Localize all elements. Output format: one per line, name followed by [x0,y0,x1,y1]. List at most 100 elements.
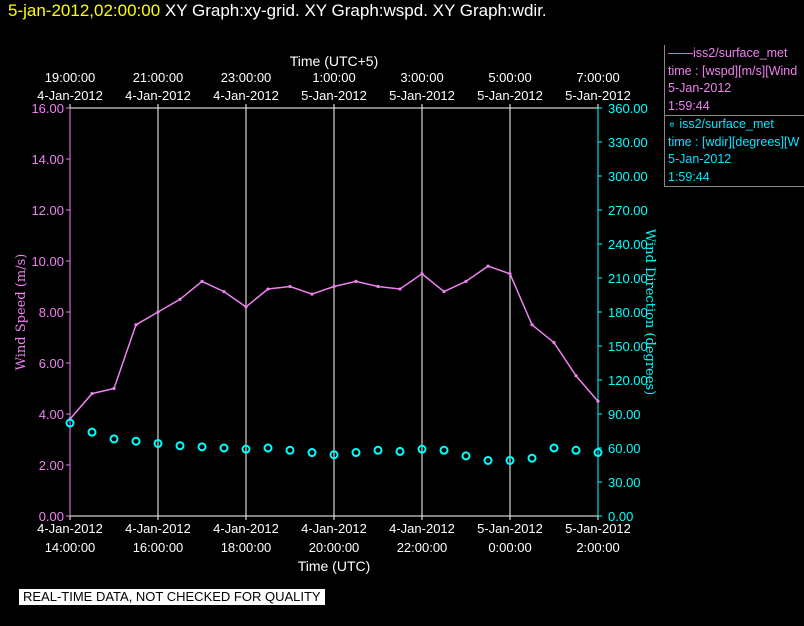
wind-direction-point [109,434,119,444]
wind-speed-point [596,399,600,403]
legend-marker-swatch: ∘ [668,117,680,131]
y-right-tick-label: 30.00 [608,475,641,490]
top-tick-time: 23:00:00 [221,70,272,85]
wind-direction-point [395,446,405,456]
legend-speed-line2: 5-Jan-2012 [668,81,732,95]
wind-speed-point [200,279,204,283]
top-tick-time: 3:00:00 [400,70,443,85]
wind-direction-point [351,448,361,458]
top-tick-time: 1:00:00 [312,70,355,85]
y-axis-label-right: Wind Direction (degrees) [642,229,657,395]
top-tick-time: 21:00:00 [133,70,184,85]
x-tick-date: 4-Jan-2012 [37,521,103,536]
wind-speed-point [222,290,226,294]
legend-dir-title: iss2/surface_met [679,117,774,131]
legend-divider [664,186,804,187]
top-tick-time: 5:00:00 [488,70,531,85]
wind-direction-point [285,445,295,455]
x-axis-label: Time (UTC) [298,558,371,574]
wind-direction-point [197,442,207,452]
top-tick-date: 5-Jan-2012 [301,88,367,103]
wind-speed-point [244,305,248,309]
wind-direction-point [87,427,97,437]
y-right-tick-label: 60.00 [608,441,641,456]
quality-notice: REAL-TIME DATA, NOT CHECKED FOR QUALITY [19,589,325,605]
wind-direction-point [175,441,185,451]
wind-direction-point [153,438,163,448]
wind-speed-point [574,374,578,378]
x-tick-time: 14:00:00 [45,540,96,555]
legend-speed-line3: 1:59:44 [668,98,710,113]
x-tick-time: 2:00:00 [576,540,619,555]
wind-direction-point [219,443,229,453]
wind-speed-point [530,323,534,327]
wind-speed-point [266,287,270,291]
wind-direction-point [373,445,383,455]
x-tick-time: 16:00:00 [133,540,184,555]
wind-direction-point [549,443,559,453]
wind-speed-point [112,386,116,391]
legend-line-swatch: —— [668,46,693,60]
y-left-tick-label: 10.00 [31,254,64,269]
wind-direction-point [417,444,427,454]
legend-speed-line1: time : [wspd][m/s][Wind [668,63,798,78]
top-tick-time: 19:00:00 [45,70,96,85]
wind-speed-point [90,392,94,396]
wind-speed-point [288,284,292,289]
x-tick-date: 5-Jan-2012 [477,521,543,536]
y-right-tick-label: 210.00 [608,271,648,286]
wind-direction-point [571,445,581,455]
y-right-tick-label: 0.00 [608,509,633,524]
y-left-tick-label: 8.00 [39,305,64,320]
x-tick-date: 4-Jan-2012 [389,521,455,536]
wind-speed-point [134,323,138,327]
wind-direction-point [593,448,603,458]
x-tick-date: 5-Jan-2012 [565,521,631,536]
x-tick-date: 4-Jan-2012 [213,521,279,536]
y-right-tick-label: 90.00 [608,407,641,422]
wind-speed-point [508,272,512,276]
wind-direction-point [505,455,515,465]
wind-direction-point [263,443,273,453]
wind-speed-point [398,287,402,291]
legend-direction: ∘ iss2/surface_met time : [wdir][degrees… [664,116,804,186]
legend-speed: ——iss2/surface_met time : [wspd][m/s][Wi… [664,45,804,115]
y-right-tick-label: 270.00 [608,203,648,218]
top-tick-date: 5-Jan-2012 [477,88,543,103]
y-right-tick-label: 150.00 [608,339,648,354]
y-right-tick-label: 120.00 [608,373,648,388]
wind-direction-point [131,436,141,446]
header-graphs: XY Graph:xy-grid. XY Graph:wspd. XY Grap… [164,1,547,20]
wind-direction-point [483,455,493,465]
legend-dir-line1: time : [wdir][degrees][W [668,134,800,149]
x-tick-time: 18:00:00 [221,540,272,555]
y-right-tick-label: 180.00 [608,305,648,320]
legend-speed-title: iss2/surface_met [693,46,788,60]
wind-direction-point [65,418,75,428]
y-right-tick-label: 330.00 [608,135,648,150]
legend-divider [664,115,804,116]
wind-speed-point [486,264,490,268]
legend: ——iss2/surface_met time : [wspd][m/s][Wi… [664,45,804,187]
wind-direction-point [241,444,251,454]
wind-speed-point [332,284,336,289]
wind-speed-point [464,279,468,283]
wind-direction-point [439,445,449,455]
wind-speed-point [354,279,358,283]
wind-direction-point [329,450,339,460]
y-left-tick-label: 6.00 [39,356,64,371]
y-left-tick-label: 4.00 [39,407,64,422]
legend-dir-line3: 1:59:44 [668,169,710,184]
wind-speed-point [442,290,446,294]
wind-speed-point [420,272,424,276]
y-left-tick-label: 14.00 [31,152,64,167]
x-tick-date: 4-Jan-2012 [301,521,367,536]
y-left-tick-label: 2.00 [39,458,64,473]
top-tick-date: 4-Jan-2012 [213,88,279,103]
x-tick-time: 0:00:00 [488,540,531,555]
chart-header: 5-jan-2012,02:00:00 XY Graph:xy-grid. XY… [8,1,547,21]
y-left-tick-label: 0.00 [39,509,64,524]
y-right-tick-label: 300.00 [608,169,648,184]
top-tick-date: 4-Jan-2012 [37,88,103,103]
